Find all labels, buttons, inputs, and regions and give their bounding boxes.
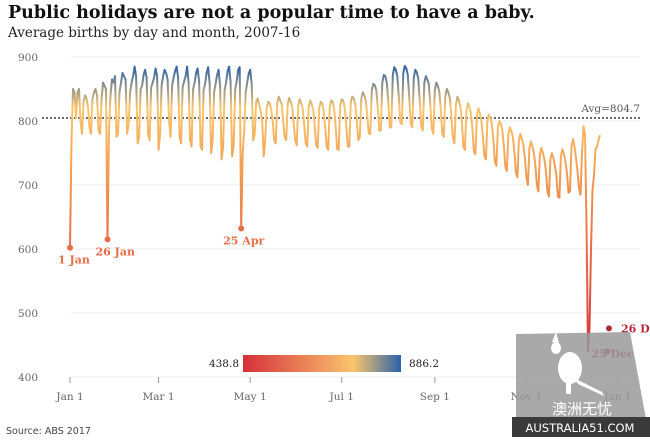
x-tick-label: May 1 — [234, 391, 267, 403]
source-note: Source: ABS 2017 — [6, 426, 91, 437]
series-line-path — [69, 65, 601, 353]
watermark-cn-text: 澳洲无忧 — [552, 400, 612, 418]
annotation-dot — [605, 325, 612, 332]
legend-min-label: 438.8 — [209, 358, 239, 370]
x-tick-label: Mar 1 — [143, 391, 175, 403]
annotation-label: 26 Jan — [96, 245, 135, 258]
x-tick-label: Sep 1 — [420, 391, 450, 403]
annotation-dot — [104, 236, 111, 243]
chart-subtitle: Average births by day and month, 2007-16 — [8, 25, 301, 41]
watermark-text: AUSTRALIA51.COM — [526, 421, 635, 435]
color-legend: 438.8 886.2 — [209, 355, 439, 372]
x-tick-label: Jan 1 — [55, 391, 83, 403]
chart-title: Public holidays are not a popular time t… — [8, 3, 535, 23]
series-line — [69, 65, 601, 353]
average-label: Avg=804.7 — [580, 103, 640, 115]
y-tick-label: 600 — [18, 244, 38, 256]
y-tick-label: 400 — [18, 372, 38, 384]
y-tick-label: 800 — [18, 116, 38, 128]
annotation-dot — [238, 225, 245, 232]
y-tick-label: 900 — [18, 52, 38, 64]
annotation-label: 25 Apr — [223, 235, 264, 248]
annotation-label: 1 Jan — [58, 254, 90, 267]
x-tick-label: Jul 1 — [329, 391, 354, 403]
annotation-dot — [67, 244, 73, 251]
legend-color-bar — [243, 355, 401, 372]
kangaroo-icon — [551, 332, 604, 396]
y-tick-label: 700 — [18, 180, 38, 192]
watermark-logo: 澳洲无忧 AUSTRALIA51.COM — [512, 332, 650, 437]
y-tick-label: 500 — [18, 308, 38, 320]
y-axis-ticks: 400 500 600 700 800 900 — [18, 52, 38, 384]
legend-max-label: 886.2 — [409, 358, 439, 370]
